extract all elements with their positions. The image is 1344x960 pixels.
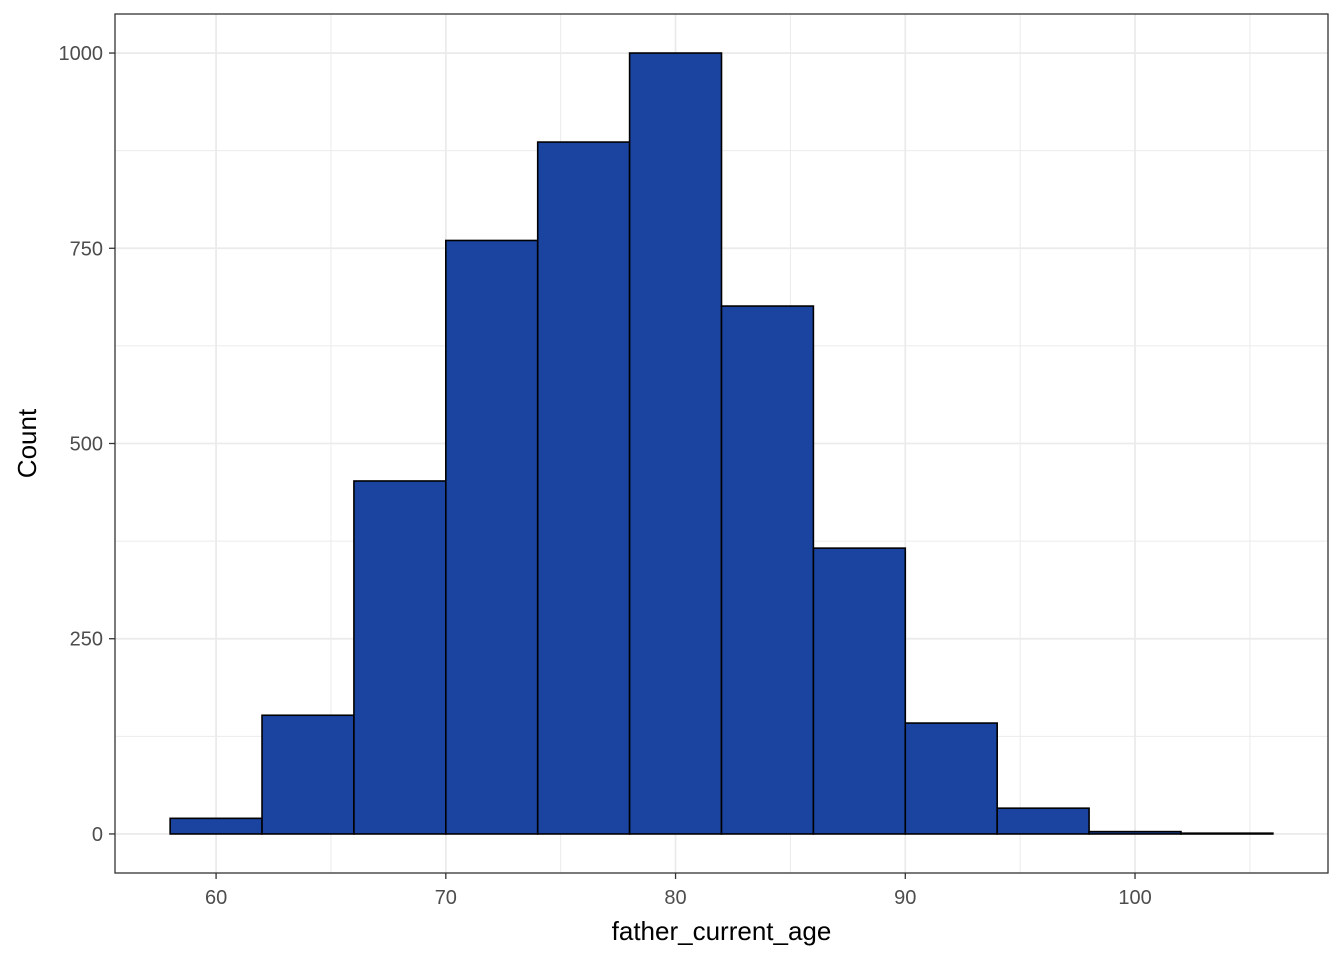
x-axis: 60 70 80 90 100	[205, 873, 1152, 909]
histogram-bar	[1088, 830, 1182, 835]
y-axis: 0 250 500 750 1000	[59, 43, 115, 846]
histogram-bar	[536, 141, 631, 835]
histogram-bar	[904, 722, 998, 835]
histogram-bar	[445, 239, 539, 835]
histogram-bar	[353, 480, 447, 835]
histogram-bars	[169, 52, 1274, 835]
y-axis-title: Count	[12, 408, 42, 478]
y-tick-label: 750	[70, 238, 103, 260]
x-tick-label: 80	[664, 887, 686, 909]
x-axis-title: father_current_age	[612, 916, 832, 946]
y-tick-label: 500	[70, 434, 103, 456]
y-tick-label: 250	[70, 629, 103, 651]
histogram-bar	[169, 817, 263, 835]
y-tick-label: 0	[92, 824, 103, 846]
histogram-bar	[720, 305, 815, 835]
histogram-bar	[261, 714, 355, 835]
histogram-bar	[1180, 832, 1274, 835]
histogram-bar	[996, 807, 1090, 835]
histogram-bar	[628, 52, 723, 835]
histogram-bar	[812, 547, 907, 835]
x-tick-label: 100	[1118, 887, 1151, 909]
x-tick-label: 60	[205, 887, 227, 909]
x-tick-label: 70	[435, 887, 457, 909]
y-tick-label: 1000	[59, 43, 104, 65]
x-tick-label: 90	[894, 887, 916, 909]
